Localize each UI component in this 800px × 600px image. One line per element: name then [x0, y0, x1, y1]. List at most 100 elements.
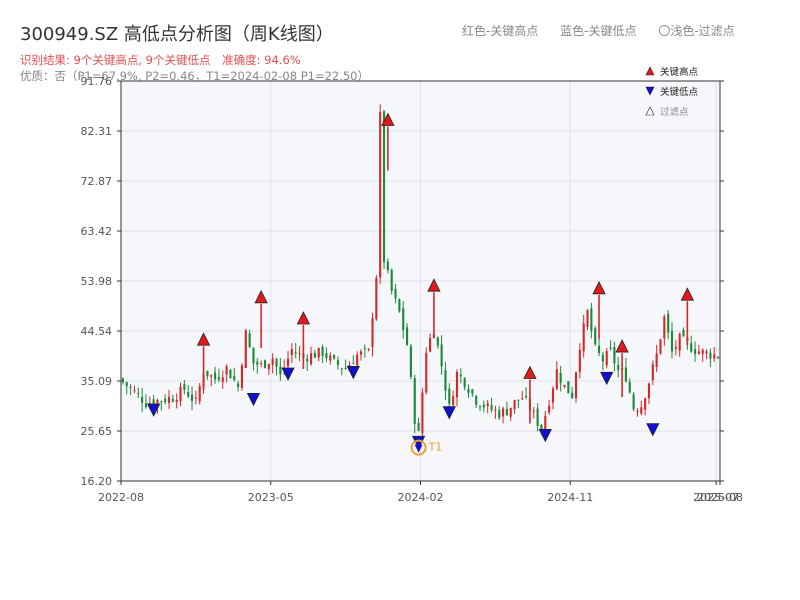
t1-marker	[414, 444, 423, 453]
candle-body	[513, 400, 516, 410]
candle-body	[682, 329, 685, 337]
y-tick-label: 82.31	[81, 125, 113, 138]
candle-body	[490, 405, 493, 411]
candle-body	[624, 367, 627, 382]
candle-body	[613, 347, 616, 364]
candle-body	[494, 410, 497, 412]
legend-label: 关键高点	[660, 66, 699, 78]
y-tick-label: 35.09	[81, 375, 113, 388]
candle-body	[709, 352, 712, 359]
candle-body	[409, 346, 412, 377]
candle-body	[498, 410, 501, 418]
candle-body	[275, 358, 278, 367]
key-high-marker	[254, 289, 268, 304]
result-label: 识别结果: 9个关键高点, 9个关键低点	[20, 53, 211, 67]
candle-body	[340, 368, 343, 370]
candle-body	[244, 330, 247, 369]
candle-body	[551, 388, 555, 403]
candle-body	[171, 399, 174, 402]
legend-filter-icon	[645, 106, 655, 116]
candle-body	[532, 410, 535, 412]
candle-body	[290, 349, 293, 355]
candle-body	[548, 405, 551, 413]
candle-body	[336, 360, 340, 365]
key-high-marker	[523, 365, 537, 379]
candle-body	[693, 349, 697, 355]
candle-body	[137, 392, 140, 394]
candle-body	[221, 377, 224, 383]
candle-body	[444, 370, 447, 391]
t1-label: T1	[428, 441, 443, 454]
candle-body	[141, 396, 144, 403]
candle-body	[156, 400, 159, 407]
y-tick-label: 63.42	[81, 225, 113, 238]
legend-red-text: 红色-关键高点	[462, 24, 539, 38]
candle-body	[206, 370, 209, 377]
candle-body	[463, 378, 466, 388]
candle-body	[640, 407, 643, 414]
legend-high-icon	[645, 66, 655, 76]
candle-body	[555, 369, 558, 390]
key-low-marker	[442, 406, 456, 420]
candle-body	[367, 348, 370, 350]
legend-blue-text: 蓝色-关键低点	[560, 24, 637, 38]
candle-body	[651, 364, 654, 381]
accuracy-label: 准确度: 94.6%	[222, 53, 301, 67]
candle-body	[717, 357, 720, 359]
candle-body	[248, 333, 251, 347]
candle-body	[475, 396, 478, 405]
key-low-marker	[646, 423, 660, 437]
candle-body	[590, 308, 593, 332]
candle-body	[659, 339, 662, 354]
candle-body	[386, 261, 389, 271]
candle-body	[187, 392, 190, 397]
quality-label: 优质：否（P1=67.9%, P2=0.46，T1=2024-02-08 P1=…	[20, 69, 369, 83]
candle-body	[655, 353, 658, 367]
candle-body	[571, 392, 574, 398]
candle-body	[352, 363, 355, 365]
candle-body	[586, 310, 589, 327]
candle-body	[697, 351, 700, 354]
candle-body	[667, 313, 670, 333]
candle-body	[240, 365, 244, 388]
candle-body	[121, 378, 124, 383]
candle-body	[298, 353, 301, 355]
candle-body	[544, 415, 547, 434]
candle-body	[402, 308, 405, 330]
result-line: 识别结果: 9个关键高点, 9个关键低点 准确度: 94.6%	[20, 52, 309, 68]
candle-body	[413, 378, 416, 424]
candle-body	[486, 403, 489, 407]
candle-body	[252, 347, 255, 364]
key-low-marker	[346, 366, 360, 380]
y-tick-label: 53.98	[81, 275, 113, 288]
chart-title: 300949.SZ 高低点分析图（周K线图）	[20, 24, 334, 45]
candle-body	[263, 360, 267, 368]
candle-body	[233, 375, 236, 381]
candle-body	[214, 372, 217, 380]
y-tick-label: 72.87	[81, 175, 113, 188]
candle-body	[359, 351, 363, 355]
candle-body	[647, 383, 651, 399]
candle-body	[333, 355, 336, 359]
candle-body	[267, 363, 270, 370]
y-tick-label: 25.65	[81, 425, 113, 438]
candle-body	[609, 347, 612, 349]
key-high-marker	[615, 339, 629, 353]
candle-body	[190, 394, 194, 401]
candle-body	[536, 408, 539, 426]
candle-body	[670, 330, 674, 352]
candle-body	[356, 354, 359, 366]
candle-body	[217, 377, 220, 380]
candle-body	[210, 375, 213, 377]
candle-body	[371, 318, 374, 348]
candle-body	[425, 352, 428, 393]
candle-body	[417, 422, 420, 431]
legend-label: 关键低点	[660, 86, 699, 98]
candle-body	[390, 269, 393, 291]
candle-body	[152, 399, 155, 406]
candle-body	[179, 386, 182, 402]
candle-body	[521, 398, 524, 400]
candle-body	[578, 349, 581, 372]
candle-body	[471, 389, 474, 394]
